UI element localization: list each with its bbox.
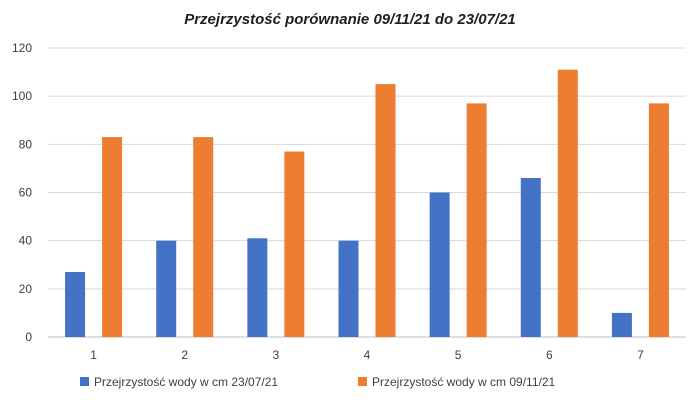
bar-series-2-category-7: [648, 103, 669, 338]
legend-swatch-2: [358, 377, 367, 386]
bar-series-1-category-3: [247, 238, 268, 337]
legend-label-2: Przejrzystość wody w cm 09/11/21: [372, 375, 556, 389]
bar-series-2-category-4: [375, 84, 396, 337]
x-tick-label: 7: [637, 348, 644, 362]
y-tick-label: 20: [19, 282, 33, 296]
bar-series-1-category-1: [65, 271, 86, 337]
y-tick-label: 120: [12, 41, 32, 55]
bar-series-2-category-2: [193, 137, 214, 337]
bar-series-2-category-1: [102, 137, 123, 337]
legend-swatch-1: [80, 377, 89, 386]
bar-series-2-category-6: [557, 69, 578, 338]
x-tick-label: 5: [455, 348, 462, 362]
bar-series-1-category-6: [520, 178, 541, 337]
y-axis-ticks: 0 20 40 60 80 100 120: [12, 41, 32, 344]
x-tick-label: 1: [90, 348, 97, 362]
y-tick-label: 100: [12, 89, 32, 103]
y-tick-label: 80: [19, 137, 33, 151]
bars: [65, 69, 669, 338]
x-tick-label: 4: [364, 348, 371, 362]
chart-title: Przejrzystość porównanie 09/11/21 do 23/…: [184, 11, 516, 28]
x-tick-label: 6: [546, 348, 553, 362]
bar-series-1-category-5: [429, 192, 450, 337]
y-tick-label: 60: [19, 186, 33, 200]
grid: [48, 47, 686, 338]
x-tick-label: 3: [273, 348, 280, 362]
bar-series-1-category-7: [611, 312, 632, 337]
y-tick-label: 40: [19, 234, 33, 248]
x-axis-ticks: 1 2 3 4 5 6 7: [90, 348, 644, 362]
bar-series-2-category-3: [284, 151, 305, 337]
bar-series-1-category-4: [338, 240, 359, 337]
legend-label-1: Przejrzystość wody w cm 23/07/21: [94, 375, 278, 389]
bar-series-2-category-5: [466, 103, 487, 338]
x-tick-label: 2: [181, 348, 188, 362]
legend: Przejrzystość wody w cm 23/07/21 Przejrzy…: [80, 375, 556, 389]
bar-series-1-category-2: [156, 240, 177, 337]
y-tick-label: 0: [25, 330, 32, 344]
